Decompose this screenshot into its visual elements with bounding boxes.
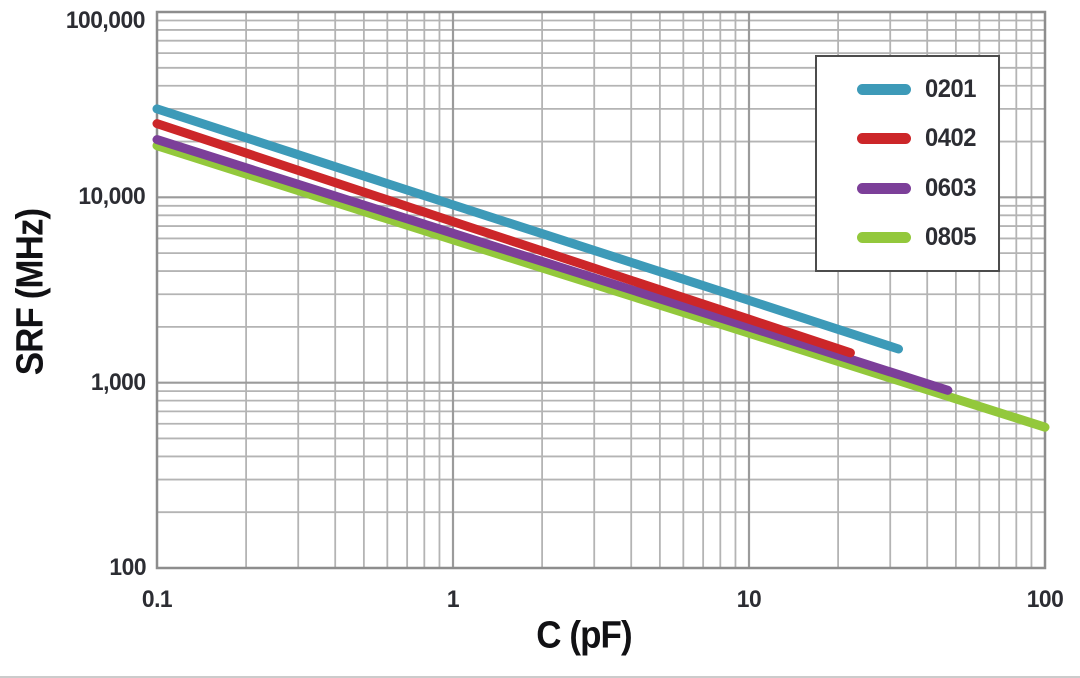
y-tick-label-100: 100 xyxy=(109,554,147,581)
legend-label-0402: 0402 xyxy=(925,124,976,153)
x-tick-label-100: 100 xyxy=(1026,586,1064,613)
y-tick-label-1000: 1,000 xyxy=(90,368,146,396)
legend-swatch-0805-icon xyxy=(857,231,911,243)
legend-item-0805: 0805 xyxy=(857,223,998,252)
x-tick-label-1: 1 xyxy=(446,586,460,613)
x-tick-label-0.1: 0.1 xyxy=(141,586,173,613)
x-tick-label-10: 10 xyxy=(736,586,762,613)
x-axis-title: C (pF) xyxy=(536,614,632,657)
y-tick-label-100000: 100,000 xyxy=(65,7,146,34)
legend-label-0805: 0805 xyxy=(925,222,976,251)
legend-label-0201: 0201 xyxy=(925,75,976,104)
y-axis-title: SRF (MHz) xyxy=(9,208,52,376)
legend-swatch-0201-icon xyxy=(857,84,911,96)
legend-item-0402: 0402 xyxy=(857,124,998,153)
y-tick-label-10000: 10,000 xyxy=(78,183,146,211)
legend-swatch-0402-icon xyxy=(857,133,911,145)
legend-item-0603: 0603 xyxy=(857,174,998,203)
legend-label-0603: 0603 xyxy=(925,173,976,202)
legend-item-0201: 0201 xyxy=(857,75,998,104)
page-edge-line xyxy=(0,676,1080,678)
legend: 0201 0402 0603 0805 xyxy=(815,55,1000,272)
legend-swatch-0603-icon xyxy=(857,182,911,194)
